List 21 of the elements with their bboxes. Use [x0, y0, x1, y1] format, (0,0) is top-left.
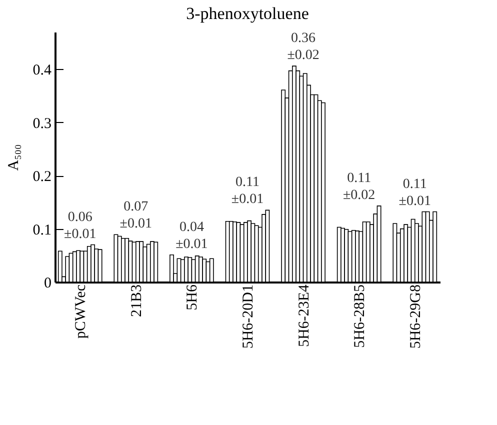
x-tick-label: 5H6-29G8 — [408, 284, 424, 349]
text: 0.11 ±0.02 — [343, 170, 376, 203]
y-tick-label: 0.2 — [32, 169, 52, 186]
x-tick-label: 21B3 — [128, 284, 145, 318]
text: 0.36 ±0.02 — [287, 31, 320, 64]
y-tick-label: 0.4 — [32, 62, 52, 79]
x-tick-label: 5H6-23E4 — [296, 284, 312, 347]
text: 0.11 ±0.01 — [231, 175, 264, 208]
chart-title: 3-phenoxytoluene — [186, 4, 309, 24]
y-tick-label: 0.1 — [32, 222, 52, 238]
text: 0.11 ±0.01 — [398, 176, 431, 209]
text: 0.06 ±0.01 — [64, 210, 96, 242]
x-tick-label: 5H6 — [184, 284, 201, 310]
x-tick-label: 5H6-20D1 — [240, 284, 256, 349]
x-tick-label: pCWVec — [73, 284, 90, 339]
y-tick-label: 0.3 — [32, 116, 52, 132]
text: 0.04 ±0.01 — [176, 220, 208, 252]
y-axis-title: A₅₀₀ — [6, 144, 22, 171]
x-tick-label: 5H6-28B5 — [352, 284, 368, 348]
y-tick-label: 0 — [44, 276, 52, 292]
text: 0.07 ±0.01 — [120, 200, 152, 232]
